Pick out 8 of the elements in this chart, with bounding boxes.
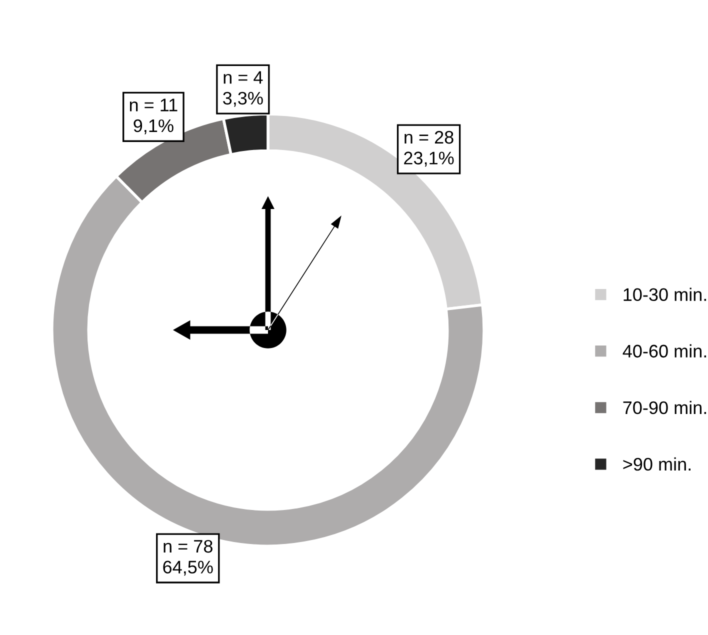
data-label: n = 28 23,1% [404, 130, 454, 167]
legend-label: >90 min. [623, 457, 690, 471]
data-label: n = 4 3,3% [223, 71, 263, 107]
legend-label: 40-60 min. [622, 344, 706, 358]
legend-label: 10-30 min. [624, 288, 706, 302]
legend-label: 70-90 min. [623, 400, 706, 414]
data-label: n = 78 64,5% [163, 540, 213, 576]
data-label: n = 11 9,1% [130, 98, 178, 134]
